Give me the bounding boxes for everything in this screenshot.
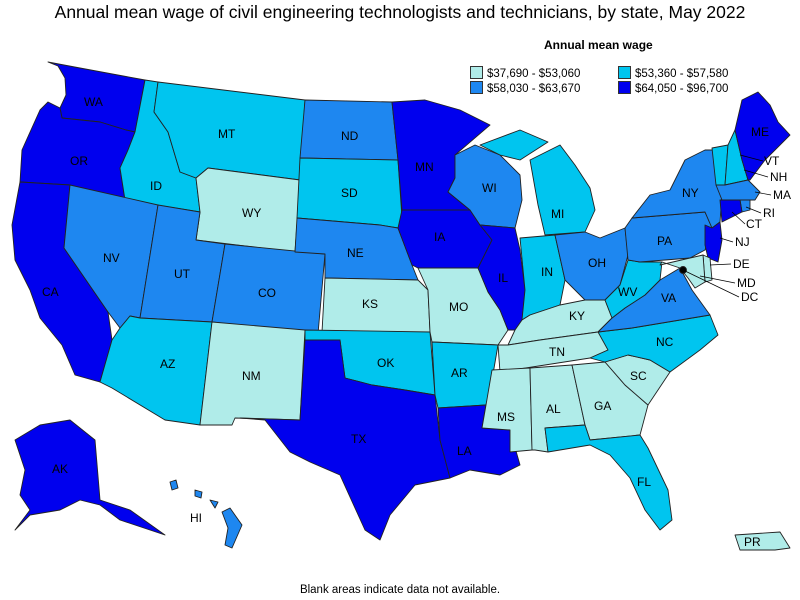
legend-label-tier1: $37,690 - $53,060 bbox=[487, 68, 581, 80]
legend-title: Annual mean wage bbox=[544, 38, 653, 52]
state-ME[interactable] bbox=[734, 91, 791, 181]
label-MA: MA bbox=[773, 188, 791, 202]
label-WI: WI bbox=[482, 181, 497, 195]
label-MD: MD bbox=[737, 276, 756, 290]
state-labels: WA OR CA ID NV MT WY UT CO AZ NM ND SD N… bbox=[42, 95, 791, 549]
legend-swatch-tier3 bbox=[470, 81, 483, 94]
label-CT: CT bbox=[746, 217, 763, 231]
label-AL: AL bbox=[546, 402, 561, 416]
state-WV[interactable] bbox=[604, 259, 663, 319]
label-RI: RI bbox=[763, 206, 775, 220]
label-GA: GA bbox=[594, 399, 611, 413]
state-TX[interactable] bbox=[239, 339, 451, 541]
label-IL: IL bbox=[498, 271, 508, 285]
map-title: Annual mean wage of civil engineering te… bbox=[54, 2, 746, 22]
label-KS: KS bbox=[362, 297, 378, 311]
label-WY: WY bbox=[242, 206, 261, 220]
label-AZ: AZ bbox=[160, 357, 175, 371]
state-HI[interactable] bbox=[169, 479, 243, 549]
label-MT: MT bbox=[218, 127, 236, 141]
label-SC: SC bbox=[630, 369, 647, 383]
legend-label-tier3: $58,030 - $63,670 bbox=[487, 83, 581, 95]
label-DE: DE bbox=[733, 257, 750, 271]
label-VA: VA bbox=[661, 291, 676, 305]
state-MI[interactable] bbox=[479, 129, 596, 236]
state-NJ[interactable] bbox=[704, 221, 723, 263]
label-MN: MN bbox=[415, 160, 434, 174]
legend-item-tier4: $64,050 - $96,700 bbox=[618, 81, 728, 95]
label-NV: NV bbox=[103, 251, 120, 265]
label-NJ: NJ bbox=[735, 235, 750, 249]
state-PR[interactable] bbox=[734, 531, 791, 551]
label-PR: PR bbox=[744, 535, 761, 549]
label-KY: KY bbox=[569, 309, 585, 323]
label-IA: IA bbox=[434, 230, 445, 244]
label-FL: FL bbox=[637, 475, 651, 489]
label-UT: UT bbox=[174, 267, 191, 281]
label-SD: SD bbox=[341, 186, 358, 200]
label-MI: MI bbox=[551, 207, 564, 221]
state-AK[interactable] bbox=[14, 419, 166, 536]
label-VT: VT bbox=[764, 154, 780, 168]
legend-item-tier2: $53,360 - $57,580 bbox=[618, 66, 728, 80]
label-NY: NY bbox=[682, 186, 699, 200]
map-legend: Annual mean wage $37,690 - $53,060 $53,3… bbox=[470, 38, 800, 98]
state-IL[interactable] bbox=[477, 224, 526, 331]
label-IN: IN bbox=[541, 265, 553, 279]
legend-swatch-tier2 bbox=[618, 66, 631, 79]
state-AZ[interactable] bbox=[99, 315, 213, 426]
state-CT[interactable] bbox=[719, 199, 743, 223]
legend-swatch-tier1 bbox=[470, 66, 483, 79]
label-leader-lines bbox=[682, 154, 772, 298]
label-OR: OR bbox=[70, 154, 88, 168]
label-ME: ME bbox=[751, 125, 769, 139]
label-MO: MO bbox=[449, 300, 468, 314]
label-OH: OH bbox=[588, 256, 606, 270]
label-TN: TN bbox=[549, 345, 565, 359]
label-WA: WA bbox=[84, 95, 103, 109]
legend-item-tier3: $58,030 - $63,670 bbox=[470, 81, 580, 95]
label-NM: NM bbox=[242, 369, 261, 383]
label-CA: CA bbox=[42, 285, 59, 299]
label-PA: PA bbox=[657, 234, 672, 248]
legend-swatch-tier4 bbox=[618, 81, 631, 94]
state-FL[interactable] bbox=[544, 424, 673, 531]
legend-label-tier4: $64,050 - $96,700 bbox=[635, 83, 729, 95]
label-ND: ND bbox=[341, 129, 359, 143]
label-ID: ID bbox=[150, 179, 162, 193]
label-CO: CO bbox=[258, 286, 276, 300]
label-NE: NE bbox=[347, 246, 364, 260]
label-HI: HI bbox=[190, 511, 202, 525]
state-MD[interactable] bbox=[659, 254, 706, 289]
map-footnote: Blank areas indicate data not available. bbox=[299, 584, 501, 596]
label-MS: MS bbox=[497, 410, 515, 424]
label-NC: NC bbox=[656, 335, 674, 349]
label-AR: AR bbox=[451, 366, 468, 380]
legend-item-tier1: $37,690 - $53,060 bbox=[470, 66, 580, 80]
label-TX: TX bbox=[351, 432, 366, 446]
label-AK: AK bbox=[52, 462, 68, 476]
label-WV: WV bbox=[618, 285, 637, 299]
legend-label-tier2: $53,360 - $57,580 bbox=[635, 68, 729, 80]
state-OH[interactable] bbox=[554, 227, 629, 301]
label-LA: LA bbox=[457, 444, 472, 458]
label-NH: NH bbox=[770, 170, 787, 184]
label-DC: DC bbox=[741, 290, 759, 304]
label-OK: OK bbox=[377, 356, 394, 370]
